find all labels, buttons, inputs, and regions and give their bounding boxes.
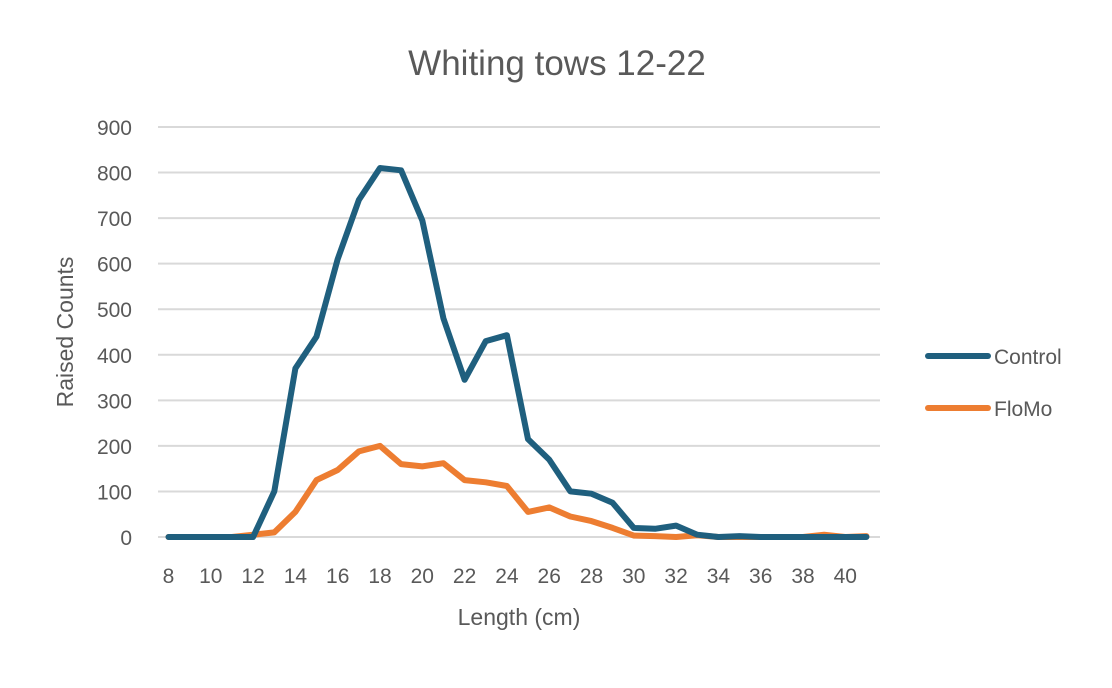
legend-label-flomo: FloMo: [994, 398, 1052, 421]
y-axis-ticks: 0 100 200 300 400 500 600 700 800 900: [97, 117, 132, 550]
x-tick-label: 20: [411, 565, 434, 588]
x-axis-label: Length (cm): [458, 604, 581, 630]
chart-title: Whiting tows 12-22: [408, 44, 706, 83]
x-tick-label: 38: [791, 565, 814, 588]
x-tick-label: 16: [326, 565, 349, 588]
x-tick-label: 26: [538, 565, 561, 588]
series-lines: [165, 165, 870, 540]
x-tick-label: 22: [453, 565, 476, 588]
x-axis-ticks: 8 10 12 14 16 18 20 22 24 26 28 30 32 34 36 38 40: [163, 565, 857, 588]
y-tick-label: 800: [97, 163, 132, 186]
y-tick-label: 200: [97, 436, 132, 459]
y-tick-label: 600: [97, 254, 132, 277]
y-tick-label: 0: [120, 527, 132, 550]
x-tick-label: 12: [241, 565, 264, 588]
y-tick-label: 100: [97, 481, 132, 504]
x-tick-label: 34: [707, 565, 731, 588]
x-tick-label: 32: [664, 565, 687, 588]
x-tick-label: 10: [199, 565, 222, 588]
legend-label-control: Control: [994, 346, 1062, 369]
x-tick-label: 14: [284, 565, 308, 588]
gridlines: [158, 126, 880, 538]
x-tick-label: 30: [622, 565, 645, 588]
series-line-control: [165, 165, 870, 540]
y-tick-label: 900: [97, 117, 132, 140]
y-tick-label: 300: [97, 390, 132, 413]
x-tick-label: 40: [834, 565, 857, 588]
y-tick-label: 400: [97, 345, 132, 368]
x-tick-label: 18: [368, 565, 391, 588]
y-tick-label: 500: [97, 299, 132, 322]
legend: Control FloMo: [925, 346, 1062, 421]
x-tick-label: 24: [495, 565, 519, 588]
x-tick-label: 28: [580, 565, 603, 588]
y-tick-label: 700: [97, 208, 132, 231]
y-axis-label: Raised Counts: [52, 257, 78, 408]
x-tick-label: 8: [163, 565, 175, 588]
x-tick-label: 36: [749, 565, 772, 588]
